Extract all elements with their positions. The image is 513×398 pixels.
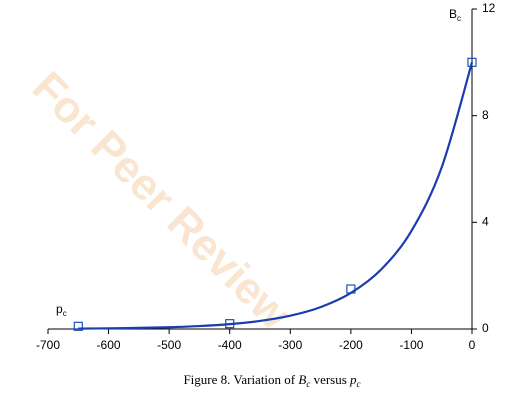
watermark: For Peer Review — [23, 62, 300, 339]
x-axis-label: pc — [56, 302, 67, 318]
data-point — [73, 321, 83, 331]
y-tick-label: 0 — [482, 321, 489, 335]
y-axis-label: Bc — [449, 7, 461, 23]
caption: Figure 8. Variation of Bc versus pc — [183, 372, 360, 389]
x-tick-label: -100 — [399, 338, 423, 352]
x-tick-label: -600 — [97, 338, 121, 352]
caption-text: versus — [310, 372, 350, 387]
x-tick-label: 0 — [469, 338, 476, 352]
x-axis-label-sub: c — [63, 309, 67, 318]
caption-text: c — [357, 379, 361, 389]
y-axis-label-sub: c — [457, 14, 461, 23]
caption-text: p — [349, 372, 357, 387]
y-tick-label: 12 — [482, 1, 496, 15]
x-tick-label: -200 — [339, 338, 363, 352]
x-tick-label: -700 — [36, 338, 60, 352]
x-tick-label: -500 — [157, 338, 181, 352]
y-tick-label: 8 — [482, 108, 489, 122]
caption-text: B — [298, 372, 306, 387]
y-tick-label: 4 — [482, 215, 489, 229]
x-tick-label: -400 — [218, 338, 242, 352]
caption-text: c — [306, 379, 310, 389]
y-axis-label-main: B — [449, 7, 457, 21]
caption-text: Figure 8. Variation of — [183, 372, 298, 387]
x-axis-label-main: p — [56, 302, 63, 316]
fit-line — [78, 62, 474, 330]
x-tick-label: -300 — [278, 338, 302, 352]
